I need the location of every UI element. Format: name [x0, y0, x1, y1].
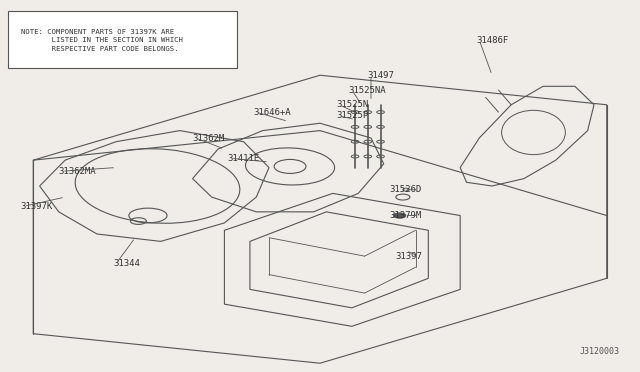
FancyBboxPatch shape [8, 11, 237, 68]
Text: 31646+A: 31646+A [253, 108, 291, 117]
Text: 31525N: 31525N [336, 100, 368, 109]
Text: 31362MA: 31362MA [59, 167, 97, 176]
Text: 31497: 31497 [368, 71, 395, 80]
Text: 31525P: 31525P [336, 111, 368, 121]
Text: 31486F: 31486F [476, 36, 508, 45]
Text: 31397K: 31397K [20, 202, 52, 211]
Text: J3120003: J3120003 [579, 347, 620, 356]
Ellipse shape [394, 213, 406, 218]
Text: 31411E: 31411E [228, 154, 260, 163]
Text: 31362M: 31362M [193, 134, 225, 142]
Text: 31525NA: 31525NA [349, 86, 387, 94]
Text: 31379M: 31379M [390, 211, 422, 220]
Text: 31344: 31344 [113, 259, 140, 268]
Text: 31526D: 31526D [390, 185, 422, 194]
Text: NOTE: COMPONENT PARTS OF 31397K ARE
       LISTED IN THE SECTION IN WHICH
      : NOTE: COMPONENT PARTS OF 31397K ARE LIST… [20, 29, 182, 52]
Text: 31397: 31397 [395, 251, 422, 261]
